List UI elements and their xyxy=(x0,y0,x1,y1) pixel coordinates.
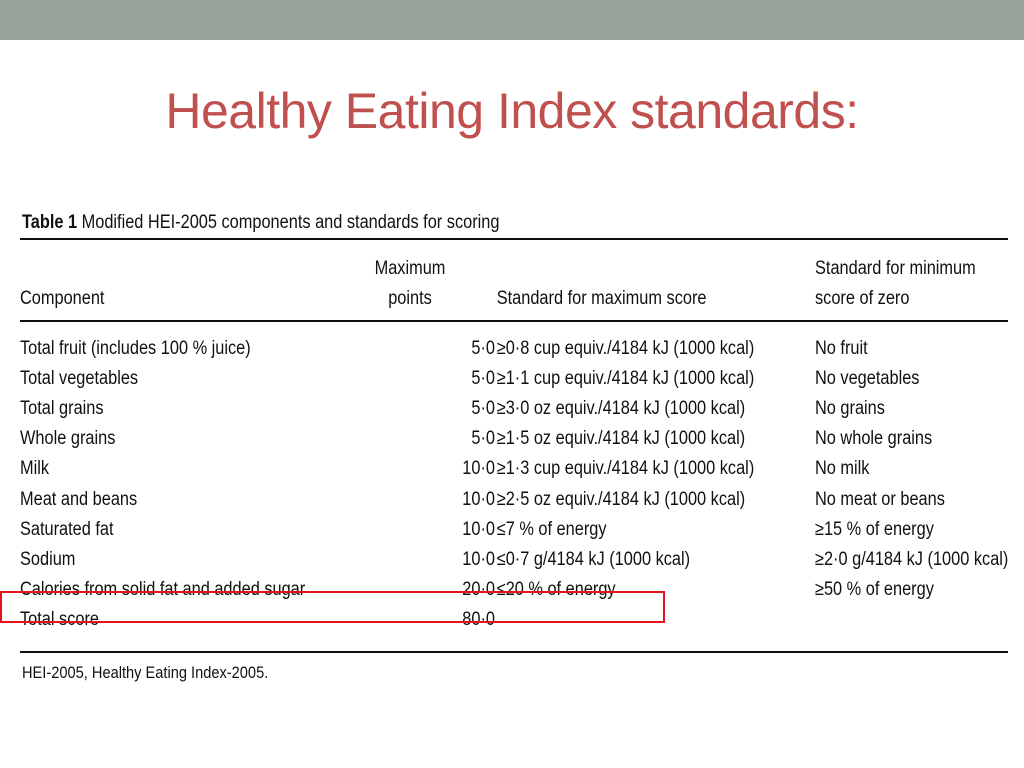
table-top-rule xyxy=(20,238,1008,240)
table-row: Meat and beans 10·0 ≥2·5 oz equiv./4184 kJ… xyxy=(20,484,1008,514)
cell-component: Whole grains xyxy=(20,428,116,450)
table-caption: Table 1 Modified HEI-2005 components and… xyxy=(22,208,870,238)
table-row: Whole grains 5·0 ≥1·5 oz equiv./4184 kJ (1… xyxy=(20,424,1008,454)
cell-component: Milk xyxy=(20,458,50,480)
hei-table: Table 1 Modified HEI-2005 components and… xyxy=(20,208,1008,683)
cell-component: Meat and beans xyxy=(20,488,138,510)
cell-max-points: 5·0 xyxy=(471,337,495,359)
cell-max-standard: ≥3·0 oz equiv./4184 kJ (1000 kcal) xyxy=(496,397,746,419)
table-footnote: HEI-2005, Healthy Eating Index-2005. xyxy=(22,663,269,683)
slide-title: Healthy Eating Index standards: xyxy=(165,83,859,139)
cell-max-standard: ≥1·3 cup equiv./4184 kJ (1000 kcal) xyxy=(496,458,755,480)
cell-component: Calories from solid fat and added sugar xyxy=(20,579,306,601)
cell-max-points: 20·0 xyxy=(462,579,495,601)
header-max-points-line2: points xyxy=(388,288,432,309)
cell-max-standard: ≥1·5 oz equiv./4184 kJ (1000 kcal) xyxy=(496,428,746,450)
table-row: Milk 10·0 ≥1·3 cup equiv./4184 kJ (1000 kc… xyxy=(20,454,1008,484)
table-header-row: Component Maximum points Standard for ma… xyxy=(20,240,1008,320)
table-row: Sodium 10·0 ≤0·7 g/4184 kJ (1000 kcal) ≥2·0… xyxy=(20,545,1008,575)
cell-min-standard: No grains xyxy=(815,397,885,419)
cell-max-points: 10·0 xyxy=(462,488,495,510)
table-row: Total score 80·0 xyxy=(20,605,1008,635)
table-row: Calories from solid fat and added sugar 2… xyxy=(20,575,1008,605)
cell-min-standard: No vegetables xyxy=(815,367,920,389)
table-bottom-rule xyxy=(20,651,1008,654)
cell-component: Saturated fat xyxy=(20,518,114,540)
table-row: Total fruit (includes 100 % juice) 5·0 ≥0·… xyxy=(20,334,1008,364)
cell-component: Total vegetables xyxy=(20,367,139,389)
header-max-standard: Standard for maximum score xyxy=(496,288,707,309)
table-caption-text: Modified HEI-2005 components and standar… xyxy=(81,212,500,233)
top-accent-bar xyxy=(0,0,1024,40)
cell-max-standard: ≥1·1 cup equiv./4184 kJ (1000 kcal) xyxy=(496,367,755,389)
cell-min-standard: ≥15 % of energy xyxy=(815,518,934,540)
cell-min-standard: ≥2·0 g/4184 kJ (1000 kcal) xyxy=(815,548,1009,570)
cell-component: Total grains xyxy=(20,397,104,419)
cell-min-standard: No milk xyxy=(815,458,870,480)
header-component: Component xyxy=(20,288,105,309)
cell-max-points: 10·0 xyxy=(462,518,495,540)
cell-max-points: 10·0 xyxy=(462,458,495,480)
table-row: Total grains 5·0 ≥3·0 oz equiv./4184 kJ (1… xyxy=(20,394,1008,424)
table-row: Total vegetables 5·0 ≥1·1 cup equiv./4184 … xyxy=(20,364,1008,394)
cell-min-standard: No meat or beans xyxy=(815,488,945,510)
cell-component: Total score xyxy=(20,609,100,631)
table-caption-lead: Table 1 xyxy=(22,212,78,233)
cell-max-standard: ≥0·8 cup equiv./4184 kJ (1000 kcal) xyxy=(496,337,755,359)
cell-max-standard: ≥2·5 oz equiv./4184 kJ (1000 kcal) xyxy=(496,488,746,510)
table-row: Saturated fat 10·0 ≤7 % of energy ≥15 % of … xyxy=(20,515,1008,545)
cell-max-points: 5·0 xyxy=(471,428,495,450)
table-body: Total fruit (includes 100 % juice) 5·0 ≥0·… xyxy=(20,322,1008,652)
highlight-box xyxy=(0,591,665,623)
header-min-standard: Standard for minimum score of zero xyxy=(815,254,978,314)
cell-max-standard: ≤0·7 g/4184 kJ (1000 kcal) xyxy=(496,548,691,570)
cell-min-standard: ≥50 % of energy xyxy=(815,579,934,601)
header-min-standard-line2: score of zero xyxy=(815,288,910,309)
cell-max-points: 80·0 xyxy=(462,609,495,631)
cell-component: Sodium xyxy=(20,548,76,570)
cell-max-points: 5·0 xyxy=(471,397,495,419)
cell-max-points: 5·0 xyxy=(471,367,495,389)
cell-min-standard: No fruit xyxy=(815,337,868,359)
cell-max-standard: ≤20 % of energy xyxy=(496,579,616,601)
table-header-rule xyxy=(20,320,1008,322)
header-min-standard-line1: Standard for minimum xyxy=(815,258,976,279)
header-max-points-line1: Maximum xyxy=(374,258,446,279)
cell-component: Total fruit (includes 100 % juice) xyxy=(20,337,251,359)
cell-max-points: 10·0 xyxy=(462,548,495,570)
cell-max-standard: ≤7 % of energy xyxy=(496,518,607,540)
cell-min-standard: No whole grains xyxy=(815,428,933,450)
header-max-points: Maximum points xyxy=(367,254,453,314)
